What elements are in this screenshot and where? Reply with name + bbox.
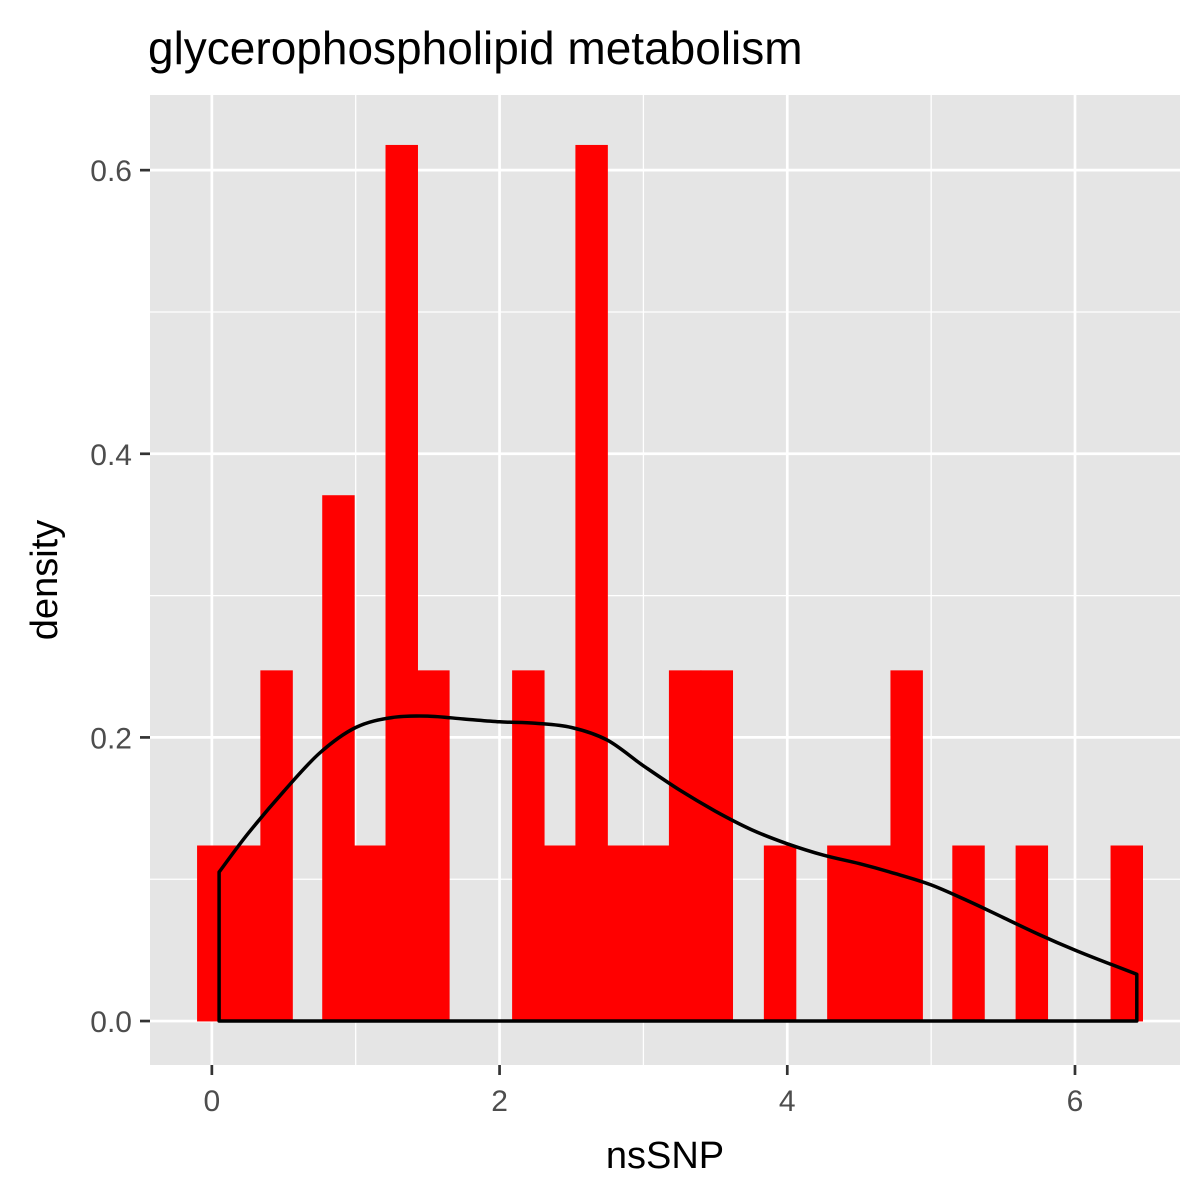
histogram-bar <box>417 670 450 1022</box>
histogram-bar <box>668 670 702 1022</box>
histogram-bar <box>228 845 262 1022</box>
histogram-bar <box>637 845 670 1022</box>
histogram-bar <box>322 495 355 1022</box>
histogram-bar <box>197 845 230 1022</box>
x-tick-labels: 0 2 4 6 <box>204 1085 1084 1118</box>
y-axis-title: density <box>24 520 66 640</box>
histogram-bar <box>763 845 797 1022</box>
histogram-bar <box>890 670 923 1022</box>
y-tick-label: 0.2 <box>90 722 132 755</box>
axis-ticks <box>140 168 1077 1075</box>
density-curve <box>217 714 1139 1023</box>
histogram-bar <box>385 144 418 1022</box>
y-tick-labels: 0.0 0.2 0.4 0.6 <box>90 155 132 1039</box>
histogram-bars <box>197 144 1143 1022</box>
histogram-bar <box>607 845 639 1022</box>
histogram-bar <box>952 845 985 1022</box>
x-tick-label: 4 <box>779 1085 796 1118</box>
x-axis-title: nsSNP <box>606 1135 724 1177</box>
histogram-bar <box>512 670 545 1022</box>
x-tick-label: 0 <box>204 1085 221 1118</box>
x-tick-label: 6 <box>1067 1085 1084 1118</box>
x-tick-label: 2 <box>491 1085 508 1118</box>
histogram-bar <box>260 670 293 1022</box>
y-tick-label: 0.6 <box>90 155 132 188</box>
histogram-bar <box>1015 845 1049 1022</box>
histogram-bar <box>858 845 892 1022</box>
histogram-bar <box>353 845 387 1022</box>
y-tick-label: 0.4 <box>90 439 132 472</box>
y-tick-label: 0.0 <box>90 1006 132 1039</box>
histogram-bar <box>700 670 734 1022</box>
histogram-bar <box>827 845 860 1022</box>
chart-title: glycerophospholipid metabolism <box>148 22 803 74</box>
histogram-bar <box>575 144 608 1022</box>
histogram-bar <box>543 845 577 1022</box>
